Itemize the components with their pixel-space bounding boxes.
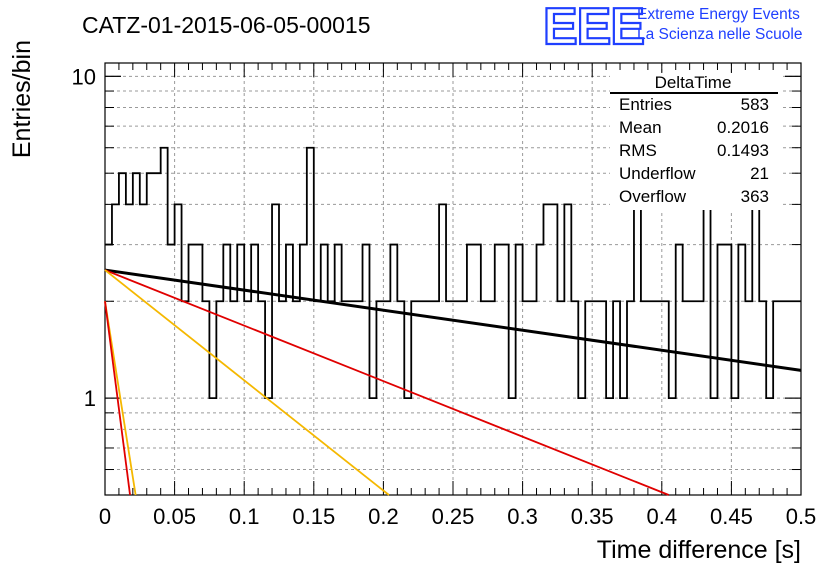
x-tick-label: 0.15 [292,504,335,529]
stats-box: DeltaTime Entries 583 Mean 0.2016 RMS 0.1493 U… [610,73,780,210]
stats-label: Mean [619,118,662,137]
fit-black [104,268,802,372]
logo-mark: EEE [543,0,644,56]
x-tick-label: 0.45 [710,504,753,529]
x-tick-label: 0.25 [432,504,475,529]
stats-value: 0.1493 [717,141,769,160]
axis-ticks [104,63,802,495]
stats-label: Entries [619,95,672,114]
y-tick-label: 1 [84,386,96,411]
stats-value: 21 [750,164,769,183]
stats-title: DeltaTime [655,73,732,92]
stats-box-bg [610,73,780,210]
eee-logo: EEE Extreme Energy Events La Scienza nel… [542,0,803,57]
x-axis-title: Time difference [s] [597,536,801,564]
fit-yellow-fast [104,301,137,496]
x-tick-label: 0.3 [507,504,538,529]
x-tick-label: 0.4 [647,504,678,529]
y-tick-label: 10 [72,64,96,89]
chart-title: CATZ-01-2015-06-05-00015 [82,12,371,38]
fit-red-slow [104,269,670,496]
stats-label: Overflow [619,187,687,206]
stats-rows: Entries 583 Mean 0.2016 RMS 0.1493 Underflow 21… [619,95,769,206]
logo-line-2: La Scienza nelle Scuole [637,26,802,43]
stats-label: Underflow [619,164,696,183]
x-tick-label: 0.5 [786,504,817,529]
stats-value: 583 [741,95,769,114]
x-tick-label: 0.05 [153,504,196,529]
stats-value: 0.2016 [717,118,769,137]
fit-lines [104,268,802,496]
fit-red-fast [104,301,131,496]
stats-value: 363 [741,187,769,206]
x-tick-label: 0 [99,504,111,529]
stats-label: RMS [619,141,657,160]
y-tick-labels: 1 10 [72,64,96,411]
histogram-series [105,146,801,400]
x-tick-label: 0.2 [368,504,399,529]
x-tick-label: 0.1 [229,504,260,529]
x-tick-label: 0.35 [571,504,614,529]
fit-yellow-mid [104,269,390,496]
logo-line-1: Extreme Energy Events [637,6,800,23]
x-tick-labels: 0 0.05 0.1 0.15 0.2 0.25 0.3 0.35 0.4 0.45 0.5 [99,504,816,529]
y-axis-title: Entries/bin [8,40,36,158]
